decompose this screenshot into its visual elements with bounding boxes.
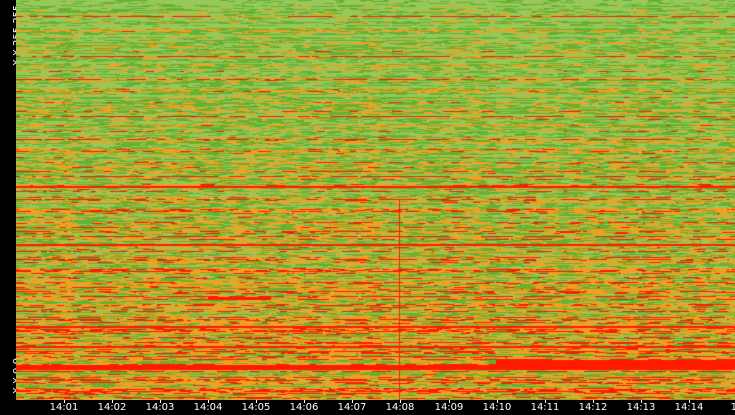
x-tick [64, 400, 65, 403]
x-tick-label: 14:03 [145, 402, 175, 413]
x-tick-label: 14:01 [49, 402, 79, 413]
x-tick [689, 400, 690, 403]
x-tick-label: 14:12 [578, 402, 608, 413]
x-tick [208, 400, 209, 403]
x-tick-label: 14:06 [289, 402, 319, 413]
x-tick-label: 14 [730, 402, 735, 413]
x-tick [545, 400, 546, 403]
x-tick [497, 400, 498, 403]
x-tick-label: 14:02 [97, 402, 127, 413]
x-tick [112, 400, 113, 403]
x-tick-label: 14:11 [530, 402, 560, 413]
x-tick [160, 400, 161, 403]
x-tick [352, 400, 353, 403]
x-tick [593, 400, 594, 403]
x-tick-label: 14:09 [434, 402, 464, 413]
x-tick-label: 14:13 [626, 402, 656, 413]
x-tick [449, 400, 450, 403]
x-tick-label: 14:05 [241, 402, 271, 413]
x-tick [400, 400, 401, 403]
x-axis: 14:01 14:02 14:03 14:04 14:05 14:06 14:07 14:08… [0, 400, 735, 415]
x-tick [304, 400, 305, 403]
y-axis: X.X.255.255 X.X.0.0 [0, 0, 23, 400]
x-tick [641, 400, 642, 403]
heatmap-canvas [16, 0, 735, 400]
x-tick [256, 400, 257, 403]
x-tick-label: 14:14 [674, 402, 704, 413]
x-tick-label: 14:07 [337, 402, 367, 413]
x-tick-label: 14:04 [193, 402, 223, 413]
x-tick-label: 14:08 [385, 402, 415, 413]
x-tick-label: 14:10 [482, 402, 512, 413]
